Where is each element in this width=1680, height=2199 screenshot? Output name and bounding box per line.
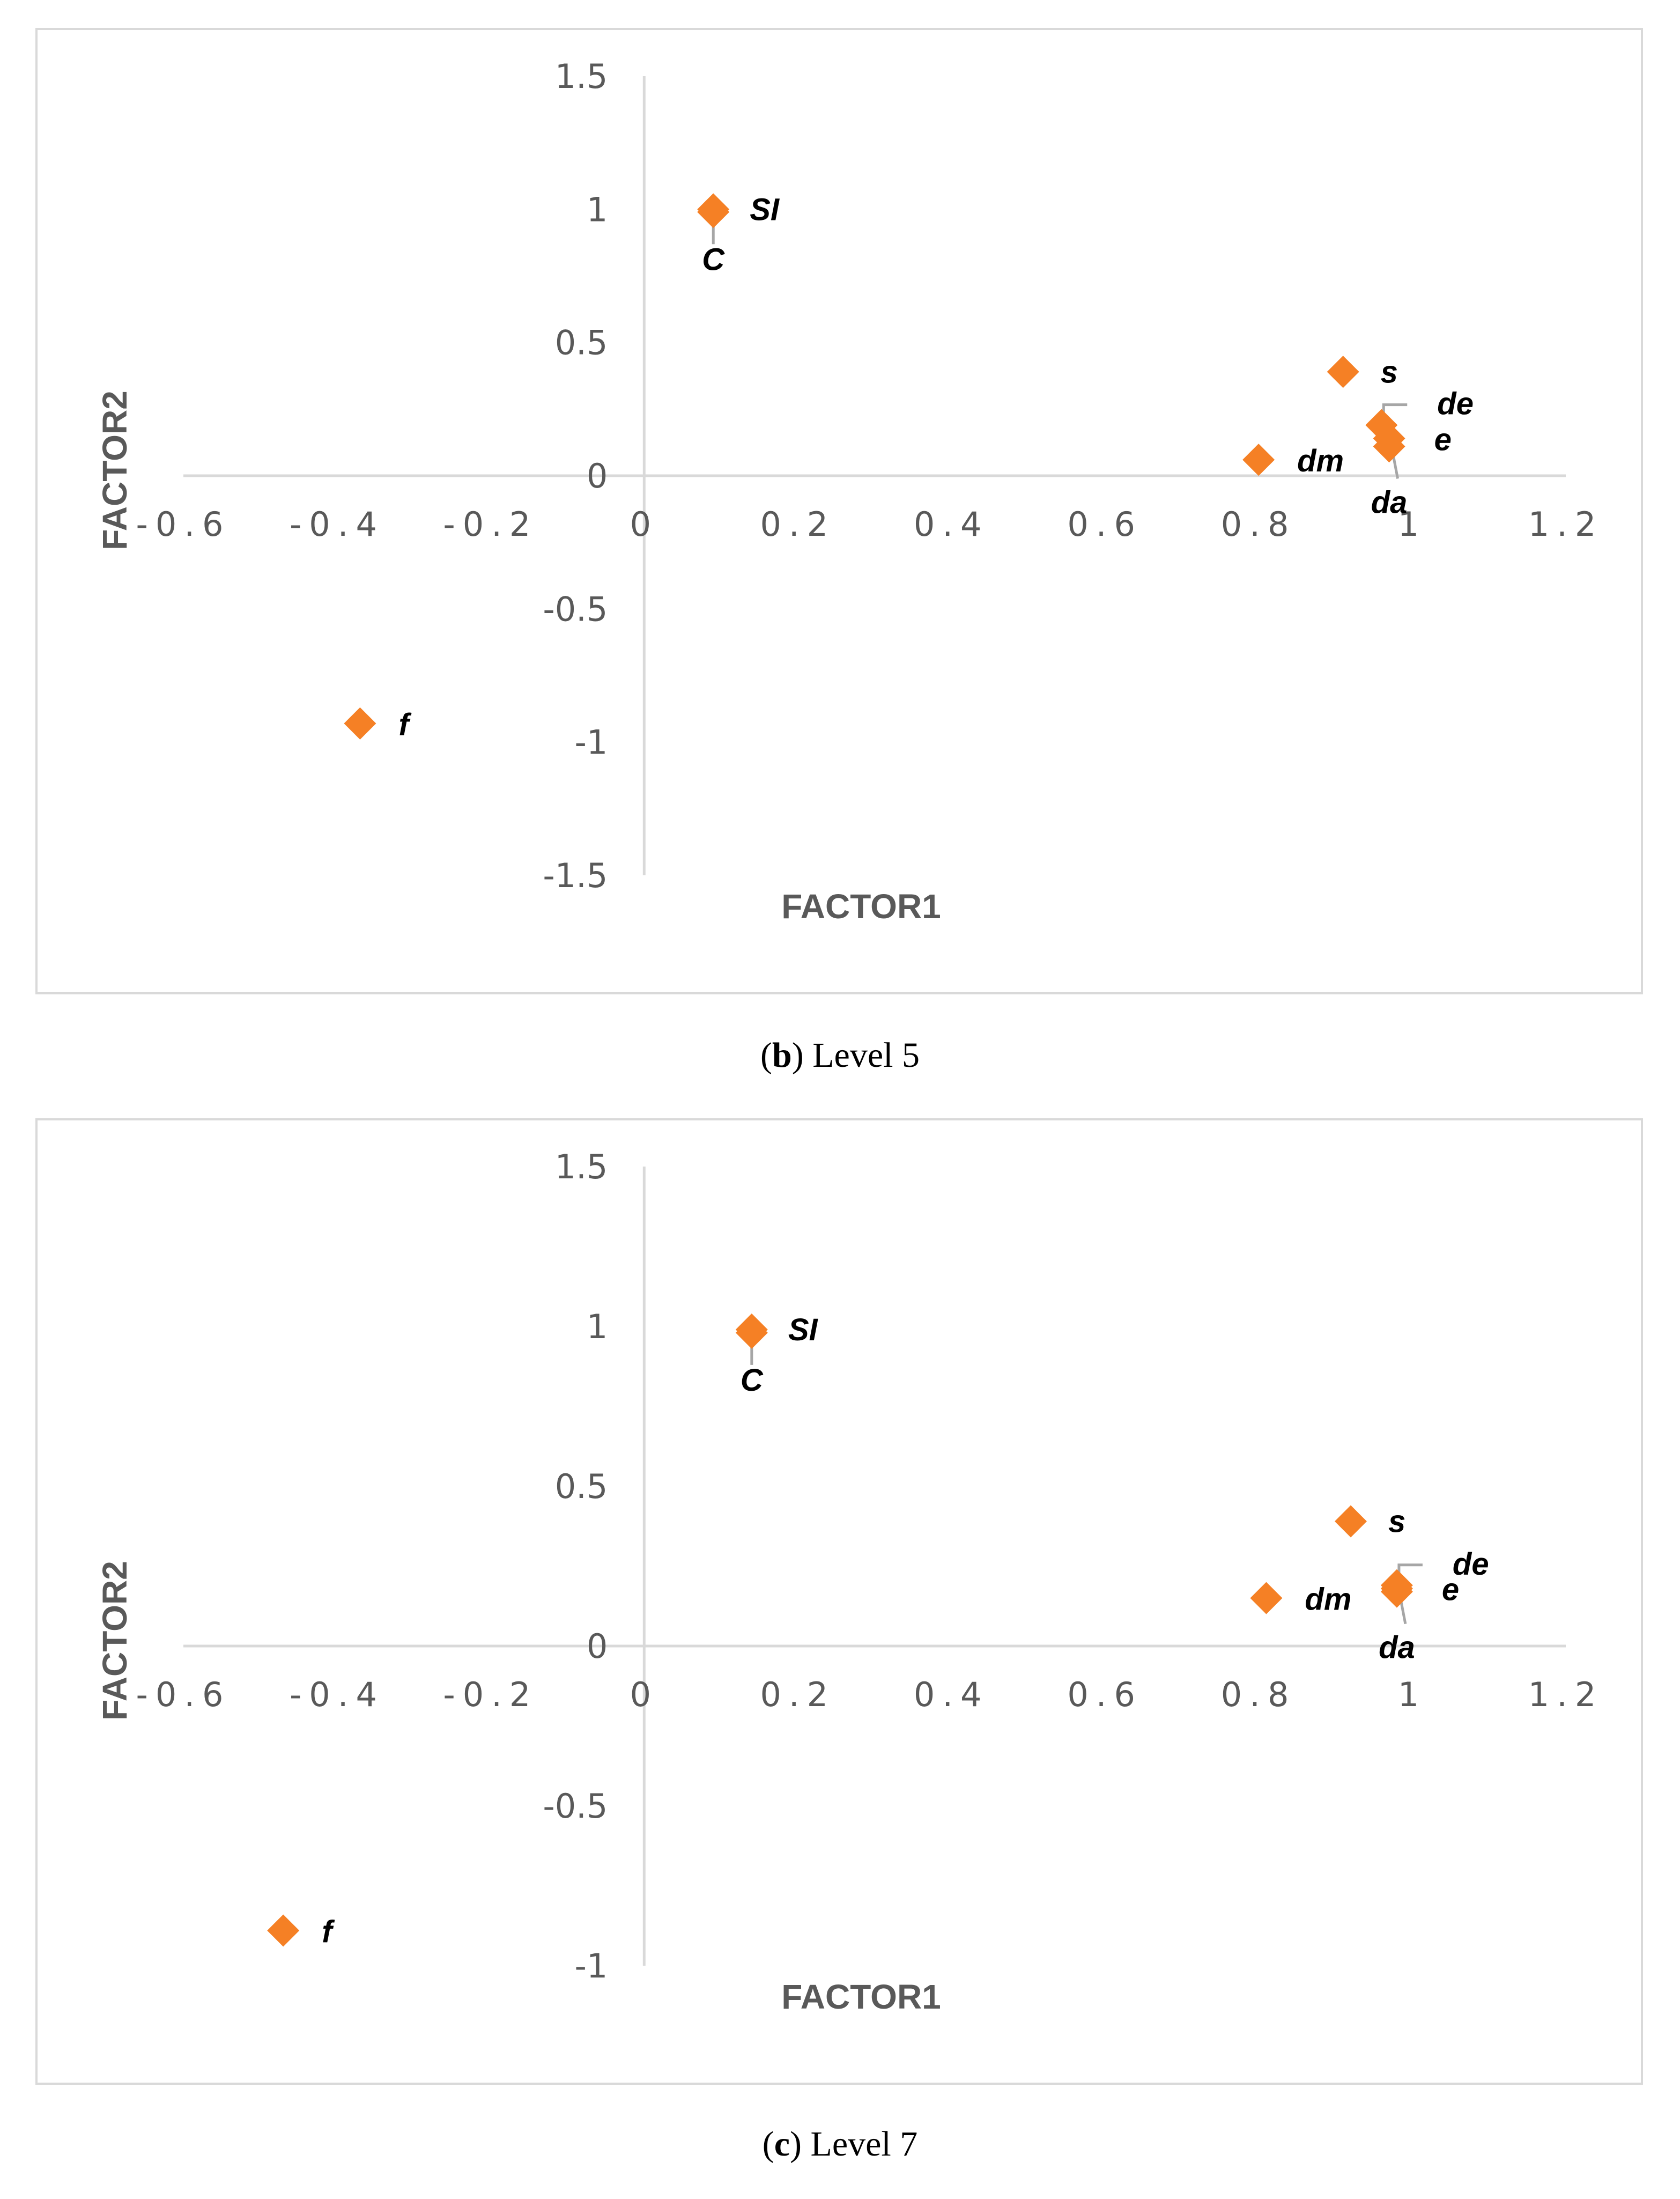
x-tick-label: 1.2 xyxy=(1528,1675,1604,1714)
data-point-da xyxy=(1380,1575,1413,1608)
data-point-dm xyxy=(1242,444,1275,476)
y-tick-label: 1 xyxy=(587,1307,608,1346)
x-tick-label: 1 xyxy=(1398,1675,1426,1714)
x-tick-label: -0.4 xyxy=(290,505,384,544)
y-tick-label: 1.5 xyxy=(555,1147,608,1186)
caption-text: Level 5 xyxy=(812,1036,920,1075)
data-point-dm xyxy=(1250,1582,1283,1614)
y-tick-label: 0 xyxy=(587,456,608,496)
caption-letter: c xyxy=(774,2124,790,2164)
x-tick-label: 0 xyxy=(630,505,658,544)
y-tick-label: 1 xyxy=(587,190,608,229)
chart-panel-level5: -0.6 -0.4 -0.2 0 0.2 0.4 0.6 0.8 1 1.2 1.5 1 0.5 0 -0.… xyxy=(35,28,1643,994)
y-tick-label: 0.5 xyxy=(555,1467,608,1506)
data-point-f xyxy=(267,1914,300,1947)
caption-level5: (b) Level 5 xyxy=(760,1036,920,1075)
data-label-c: C xyxy=(741,1363,764,1398)
chart-panel-level7: -0.6 -0.4 -0.2 0 0.2 0.4 0.6 0.8 1 1.2 1.5 1 0.5 0 -0.… xyxy=(35,1118,1643,2085)
y-tick-label: -1 xyxy=(575,723,608,762)
data-label-dm: dm xyxy=(1305,1582,1351,1617)
data-point-c xyxy=(697,196,730,228)
data-label-e: e xyxy=(1434,422,1452,457)
y-tick-label: 0.5 xyxy=(555,323,608,363)
x-tick-label: 0.2 xyxy=(760,1675,835,1714)
data-point-s xyxy=(1327,356,1359,388)
data-label-si: SI xyxy=(750,192,780,227)
y-axis-title: FACTOR2 xyxy=(95,1561,134,1721)
data-point-s xyxy=(1334,1505,1367,1538)
data-label-de: de xyxy=(1437,387,1474,422)
x-tick-label: -0.2 xyxy=(443,1675,538,1714)
data-label-c: C xyxy=(702,242,725,277)
data-label-da: da xyxy=(1371,485,1408,520)
y-tick-label: 0 xyxy=(587,1627,608,1666)
x-tick-label: 0.4 xyxy=(914,505,989,544)
x-tick-label: 0.6 xyxy=(1067,1675,1143,1714)
data-label-e: e xyxy=(1442,1573,1459,1607)
data-point-da xyxy=(1373,430,1405,463)
data-label-s: s xyxy=(1381,355,1398,389)
data-label-de: de xyxy=(1453,1547,1489,1582)
x-tick-label: 1.2 xyxy=(1528,505,1604,544)
y-tick-label: -0.5 xyxy=(543,1787,608,1826)
data-label-f: f xyxy=(322,1914,335,1949)
data-label-f: f xyxy=(398,707,412,742)
caption-text: Level 7 xyxy=(810,2124,918,2164)
x-tick-label: 0.4 xyxy=(914,1675,989,1714)
data-point-f xyxy=(344,707,376,740)
scatter-chart-level5: -0.6 -0.4 -0.2 0 0.2 0.4 0.6 0.8 1 1.2 1.5 1 0.5 0 -0.… xyxy=(95,57,1604,926)
x-tick-label: -0.4 xyxy=(290,1675,384,1714)
caption-letter: b xyxy=(772,1036,792,1075)
data-label-si: SI xyxy=(788,1312,819,1347)
x-tick-label: -0.6 xyxy=(136,1675,231,1714)
x-tick-label: 0.8 xyxy=(1221,505,1297,544)
y-tick-label: 1.5 xyxy=(555,57,608,96)
x-tick-label: 0.6 xyxy=(1067,505,1143,544)
x-tick-label: -0.2 xyxy=(443,505,538,544)
x-tick-label: 0 xyxy=(630,1675,658,1714)
data-label-s: s xyxy=(1388,1504,1405,1539)
caption-level7: (c) Level 7 xyxy=(762,2124,918,2164)
data-label-da: da xyxy=(1379,1630,1415,1665)
data-point-c xyxy=(735,1316,768,1349)
y-tick-label: -1 xyxy=(575,1946,608,1986)
x-tick-label: -0.6 xyxy=(136,505,231,544)
scatter-chart-level7: -0.6 -0.4 -0.2 0 0.2 0.4 0.6 0.8 1 1.2 1.5 1 0.5 0 -0.… xyxy=(95,1147,1604,2016)
x-tick-label: 0.8 xyxy=(1221,1675,1297,1714)
x-tick-label: 0.2 xyxy=(760,505,835,544)
y-tick-label: -1.5 xyxy=(543,856,608,895)
data-label-dm: dm xyxy=(1297,444,1344,478)
x-axis-title: FACTOR1 xyxy=(781,1977,941,2016)
y-axis-title: FACTOR2 xyxy=(95,390,134,550)
x-axis-title: FACTOR1 xyxy=(781,887,941,926)
y-tick-label: -0.5 xyxy=(543,589,608,629)
x-tick-label: 1 xyxy=(1398,505,1426,544)
